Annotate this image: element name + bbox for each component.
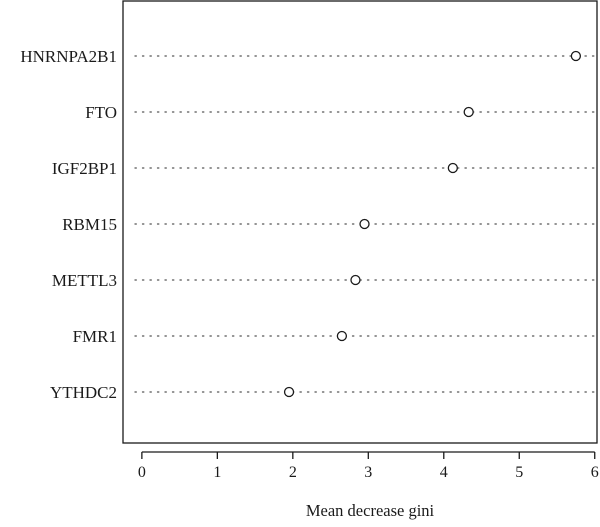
category-labels: HNRNPA2B1 FTO IGF2BP1 RBM15 METTL3 FMR1 YTHDC2 — [20, 47, 117, 402]
category-label: YTHDC2 — [50, 383, 117, 402]
x-tick-label: 5 — [515, 464, 523, 481]
data-point — [336, 330, 348, 342]
data-point — [359, 218, 370, 230]
x-tick-label: 1 — [213, 464, 221, 481]
plot-frame — [122, 0, 598, 444]
data-point — [447, 162, 458, 174]
x-tick-label: 3 — [364, 464, 372, 481]
data-point — [283, 386, 295, 398]
category-label: HNRNPA2B1 — [20, 47, 117, 66]
data-point — [570, 50, 582, 62]
category-label: FTO — [85, 103, 117, 122]
x-axis-title: Mean decrease gini — [306, 501, 435, 520]
data-point — [463, 106, 474, 118]
category-label: RBM15 — [62, 215, 117, 234]
data-point — [350, 274, 361, 286]
guide-lines — [134, 55, 596, 393]
category-label: METTL3 — [52, 271, 117, 290]
x-tick-label: 0 — [138, 464, 146, 481]
data-points — [283, 50, 582, 398]
x-tick-label: 6 — [591, 464, 599, 481]
x-tick-label: 4 — [440, 464, 448, 481]
category-label: IGF2BP1 — [52, 159, 117, 178]
x-axis: 0 1 2 3 4 5 6 — [138, 451, 599, 481]
category-label: FMR1 — [73, 327, 117, 346]
x-tick-label: 2 — [289, 464, 297, 481]
